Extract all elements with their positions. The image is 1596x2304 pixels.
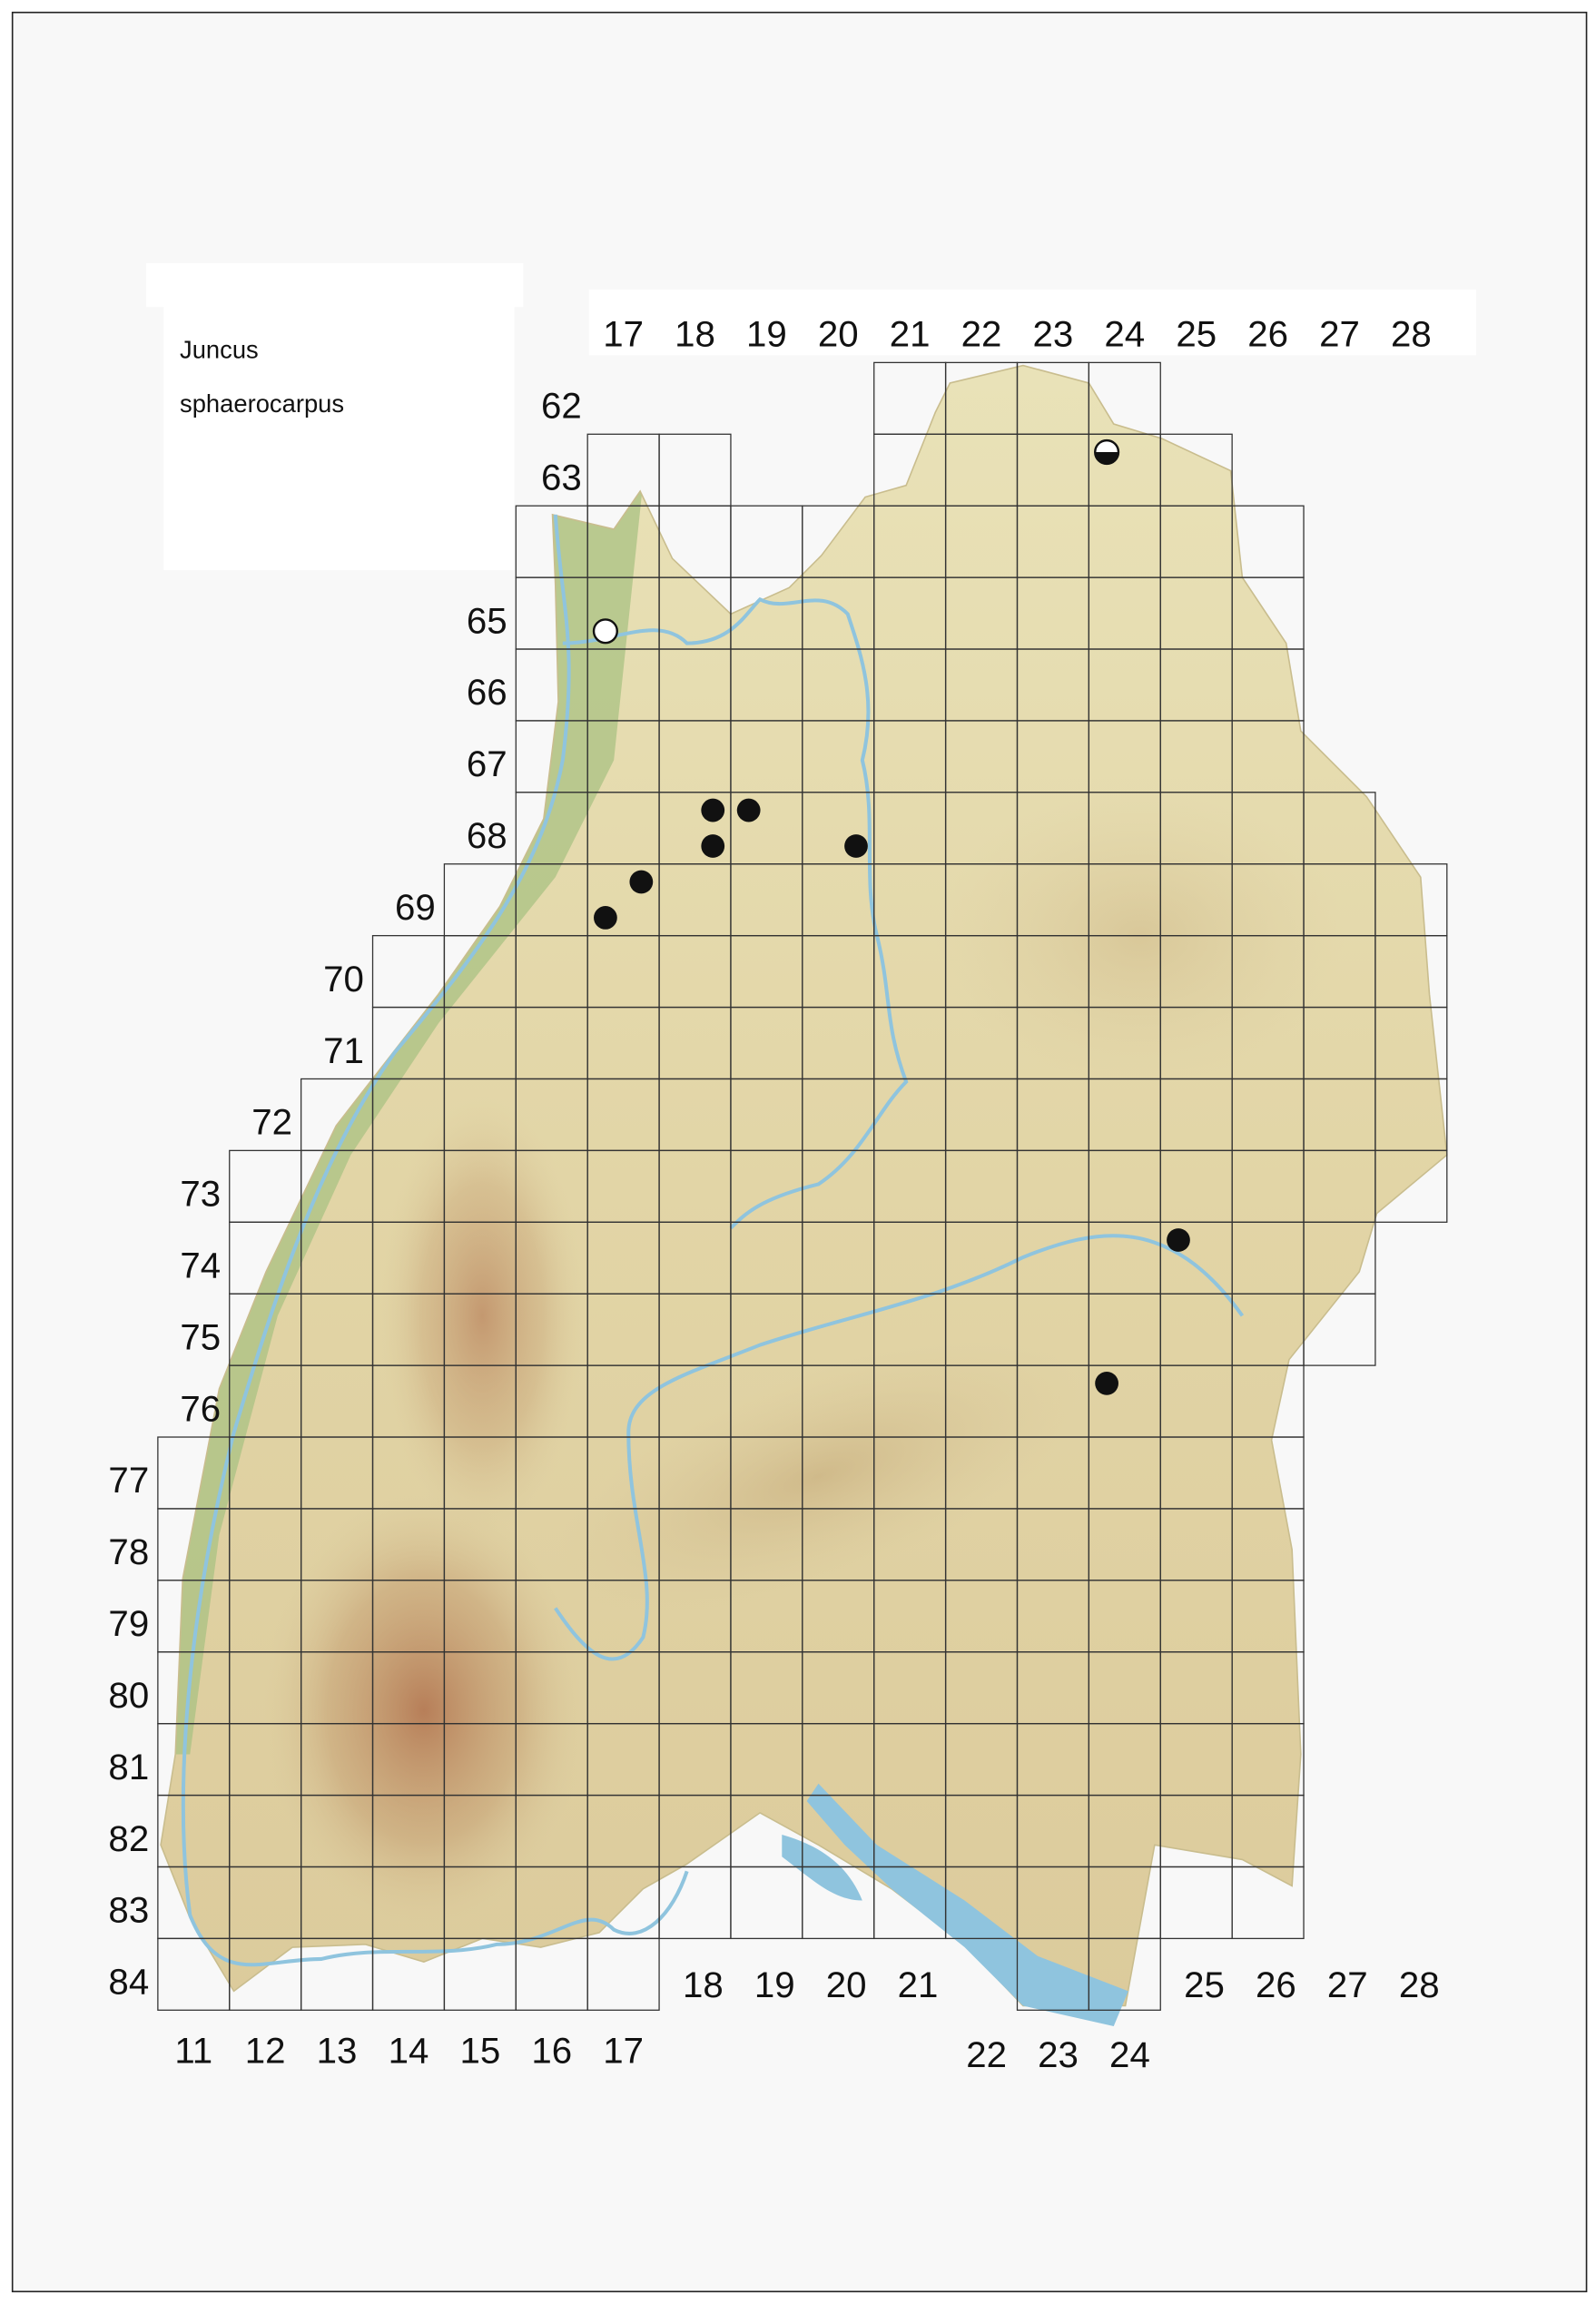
row-label: 84 <box>108 1962 149 2003</box>
column-label-bottom: 21 <box>898 1964 939 2005</box>
column-label: 23 <box>1033 314 1074 355</box>
record-dot-filled <box>736 798 761 822</box>
column-label-bottom: 15 <box>459 2030 500 2071</box>
grid-cell <box>1159 1866 1233 1940</box>
row-label: 81 <box>108 1747 149 1787</box>
column-label-bottom: 27 <box>1327 1964 1368 2005</box>
row-label: 80 <box>108 1675 149 1716</box>
column-label-bottom: 12 <box>245 2030 286 2071</box>
row-label: 63 <box>541 457 582 497</box>
record-dot-filled <box>701 834 725 858</box>
column-label-bottom: 13 <box>317 2030 358 2071</box>
column-label-bottom: 16 <box>531 2030 572 2071</box>
danube-river <box>554 1234 1245 1661</box>
column-label-bottom: 23 <box>1038 2034 1079 2075</box>
neckar-river <box>562 596 909 1230</box>
grid-cell <box>658 433 732 507</box>
record-dot-open <box>592 618 618 645</box>
row-label: 70 <box>323 959 364 999</box>
row-label: 72 <box>251 1102 292 1143</box>
row-label: 69 <box>395 887 436 928</box>
grid-cell <box>1088 1937 1161 2011</box>
grid-labels: 1718192021222324252627286263646566676869… <box>108 289 1476 2075</box>
column-label: 19 <box>746 314 787 355</box>
column-label-bottom: 20 <box>826 1964 867 2005</box>
column-label-bottom: 24 <box>1109 2034 1150 2075</box>
terrain-layer <box>160 364 1448 2027</box>
column-label: 28 <box>1391 314 1432 355</box>
record-dot-filled <box>1095 1371 1118 1395</box>
grid-cell <box>730 505 803 578</box>
row-label: 68 <box>467 815 507 856</box>
records-layer <box>592 438 1190 1395</box>
grid <box>157 361 1448 2011</box>
column-label: 21 <box>890 314 931 355</box>
row-label: 82 <box>108 1818 149 1859</box>
column-label-bottom: 25 <box>1184 1964 1225 2005</box>
record-dot-filled <box>594 906 617 930</box>
row-label: 79 <box>108 1603 149 1644</box>
row-label: 83 <box>108 1890 149 1931</box>
grid-cell <box>1374 1149 1448 1223</box>
top-label-band <box>588 289 1476 356</box>
grid-cell <box>586 433 660 507</box>
column-label-bottom: 17 <box>603 2030 644 2071</box>
row-label: 75 <box>180 1316 221 1357</box>
record-dot-filled <box>844 834 868 858</box>
lake-constance <box>806 1783 1128 2027</box>
row-label: 71 <box>323 1030 364 1071</box>
grid-cell <box>515 1937 588 2011</box>
black-forest-north <box>379 1096 585 1535</box>
column-label-bottom: 26 <box>1256 1964 1296 2005</box>
record-dot-filled <box>629 870 654 894</box>
column-label: 26 <box>1247 314 1288 355</box>
column-label: 24 <box>1104 314 1145 355</box>
grid-cell <box>229 1149 302 1223</box>
row-label: 74 <box>180 1245 221 1285</box>
row-label: 77 <box>108 1460 149 1501</box>
row-label: 76 <box>180 1388 221 1429</box>
legend-genus: Juncus <box>180 336 259 364</box>
grid-cell <box>658 1866 732 1940</box>
row-label: 73 <box>180 1174 221 1215</box>
column-label-bottom: 11 <box>174 2030 212 2071</box>
grid-cell <box>586 1937 660 2011</box>
column-label: 25 <box>1176 314 1217 355</box>
row-label: 78 <box>108 1531 149 1572</box>
column-label: 20 <box>818 314 859 355</box>
column-label-bottom: 28 <box>1399 1964 1440 2005</box>
column-label: 17 <box>603 314 644 355</box>
column-label: 22 <box>961 314 1002 355</box>
grid-cell <box>371 935 446 1009</box>
rhine-river <box>181 514 689 1967</box>
legend-species: sphaerocarpus <box>180 389 345 418</box>
grid-cell <box>1231 505 1305 578</box>
column-label-bottom: 22 <box>966 2034 1007 2075</box>
row-label: 66 <box>467 672 507 713</box>
column-label: 18 <box>675 314 715 355</box>
grid-cell <box>1231 1866 1305 1940</box>
black-forest-south <box>262 1491 585 1930</box>
grid-cell <box>300 1937 374 2011</box>
row-label: 67 <box>467 743 507 784</box>
column-label-bottom: 19 <box>754 1964 795 2005</box>
legend-box: Juncus sphaerocarpus <box>163 292 515 571</box>
grid-cell <box>730 1866 803 1940</box>
record-dot-half-fill <box>1095 452 1118 464</box>
record-dot-filled <box>701 798 725 822</box>
row-label: 65 <box>467 600 507 641</box>
record-dot-filled <box>1167 1228 1190 1252</box>
swabian-alb <box>555 1341 1082 1612</box>
column-label-bottom: 18 <box>683 1964 724 2005</box>
column-label-bottom: 14 <box>389 2030 429 2071</box>
column-label: 27 <box>1319 314 1360 355</box>
grid-cell <box>1303 1293 1376 1366</box>
row-label: 62 <box>541 386 582 427</box>
